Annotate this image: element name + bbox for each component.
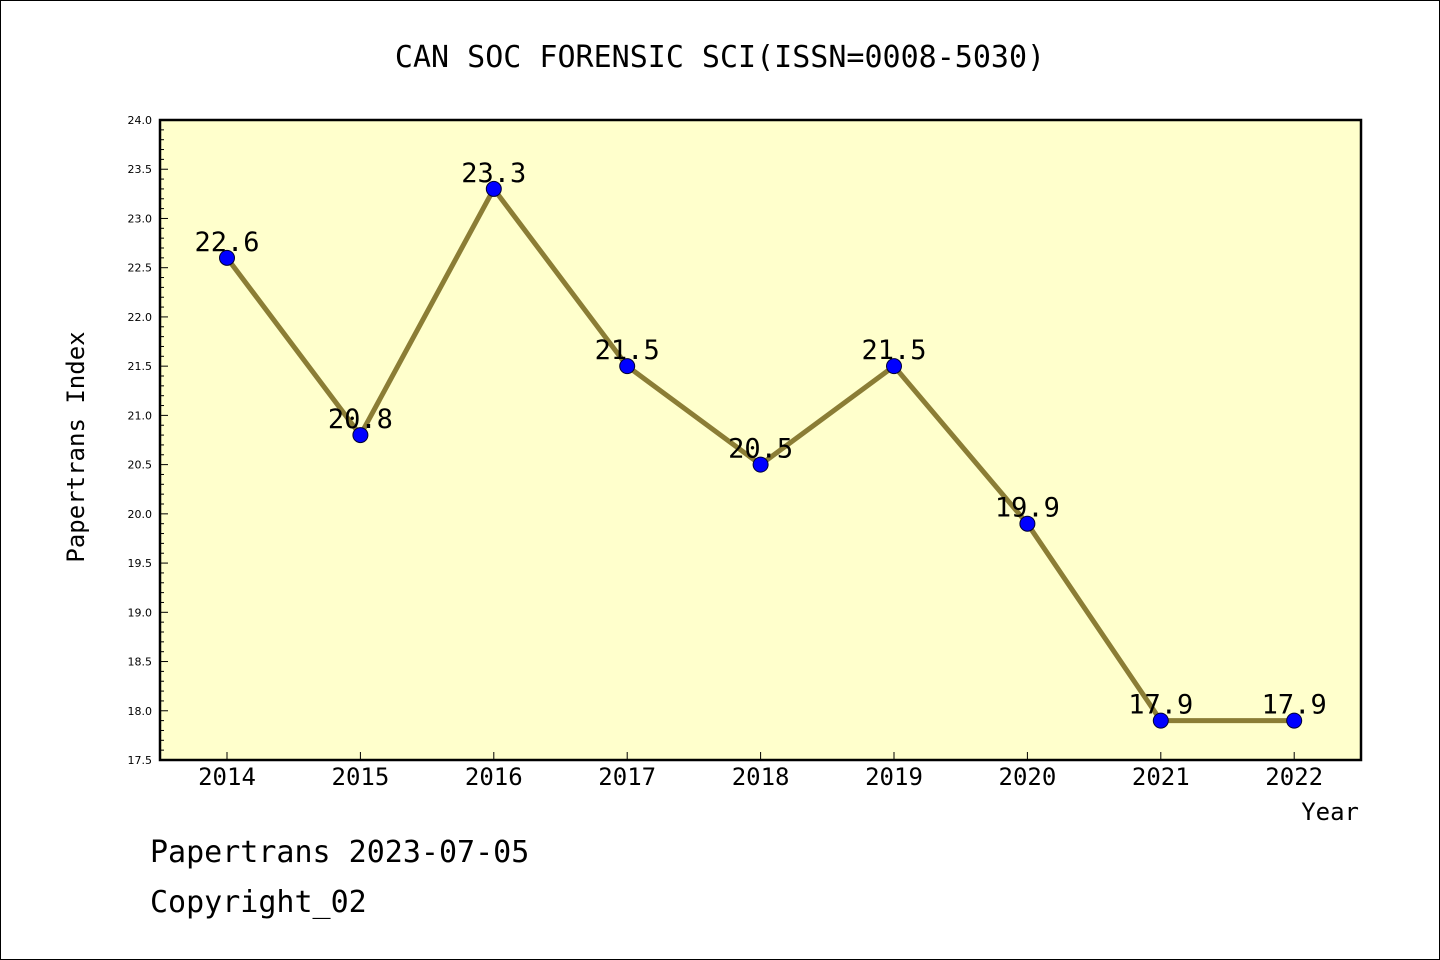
y-tick-label: 20.5 bbox=[128, 459, 153, 472]
data-series bbox=[219, 180, 1303, 729]
x-tick-label: 2017 bbox=[598, 763, 656, 791]
data-point-marker bbox=[1152, 712, 1169, 729]
data-point-marker bbox=[619, 358, 636, 375]
x-tick-label: 2014 bbox=[198, 763, 256, 791]
data-point-marker bbox=[752, 456, 769, 473]
data-label: 23.3 bbox=[461, 158, 526, 189]
y-tick-label: 22.0 bbox=[128, 311, 153, 324]
x-tick-label: 2016 bbox=[465, 763, 523, 791]
x-axis-ticks: 2014 2015 2016 2017 2018 2019 2020 2021 2022 bbox=[198, 752, 1323, 791]
data-point-marker bbox=[886, 358, 902, 375]
chart-title: CAN SOC FORENSIC SCI(ISSN=0008-5030) bbox=[395, 40, 1045, 75]
y-tick-label: 17.5 bbox=[128, 754, 153, 767]
y-tick-label: 19.0 bbox=[128, 606, 153, 619]
y-tick-label: 19.5 bbox=[128, 557, 153, 570]
data-label: 17.9 bbox=[1262, 690, 1327, 721]
data-point-marker bbox=[1019, 515, 1036, 532]
y-tick-label: 23.0 bbox=[128, 212, 153, 225]
data-label: 20.8 bbox=[328, 404, 393, 435]
y-axis-title: Papertrans Index bbox=[62, 331, 90, 562]
data-label: 17.9 bbox=[1128, 690, 1193, 721]
y-tick-label: 18.5 bbox=[128, 656, 153, 669]
data-labels: 22.6 20.8 23.3 21.5 20.5 21.5 19.9 17.9 17.9 bbox=[194, 158, 1326, 721]
data-label: 19.9 bbox=[995, 493, 1060, 524]
x-tick-label: 2022 bbox=[1265, 763, 1323, 791]
plot-border bbox=[158, 118, 1363, 762]
y-axis-ticks: 17.5 18.0 18.5 19.0 19.5 20.0 20.5 21.0 21.5 22.0… bbox=[128, 114, 168, 767]
y-tick-label: 22.5 bbox=[128, 262, 153, 275]
data-label: 21.5 bbox=[861, 335, 926, 366]
footer-source-date: Papertrans 2023-07-05 bbox=[150, 835, 530, 870]
data-point-marker bbox=[352, 427, 369, 444]
y-tick-label: 21.0 bbox=[128, 409, 153, 422]
y-tick-label: 20.0 bbox=[128, 508, 153, 521]
data-label: 21.5 bbox=[595, 335, 660, 366]
x-tick-label: 2019 bbox=[865, 763, 923, 791]
data-label: 22.6 bbox=[194, 227, 259, 258]
y-tick-label: 23.5 bbox=[128, 163, 153, 176]
data-point-marker bbox=[485, 180, 502, 197]
x-tick-label: 2015 bbox=[332, 763, 390, 791]
y-tick-label: 21.5 bbox=[128, 360, 153, 373]
footer-copyright: Copyright_02 bbox=[150, 885, 367, 920]
y-tick-label: 18.0 bbox=[128, 705, 153, 718]
data-point-marker bbox=[219, 249, 235, 266]
y-tick-label: 24.0 bbox=[128, 114, 153, 127]
x-tick-label: 2018 bbox=[732, 763, 790, 791]
x-tick-label: 2020 bbox=[999, 763, 1057, 791]
x-axis-title: Year bbox=[1301, 798, 1359, 826]
data-label: 20.5 bbox=[728, 434, 793, 465]
x-tick-label: 2021 bbox=[1132, 763, 1190, 791]
data-point-marker bbox=[1286, 712, 1303, 729]
